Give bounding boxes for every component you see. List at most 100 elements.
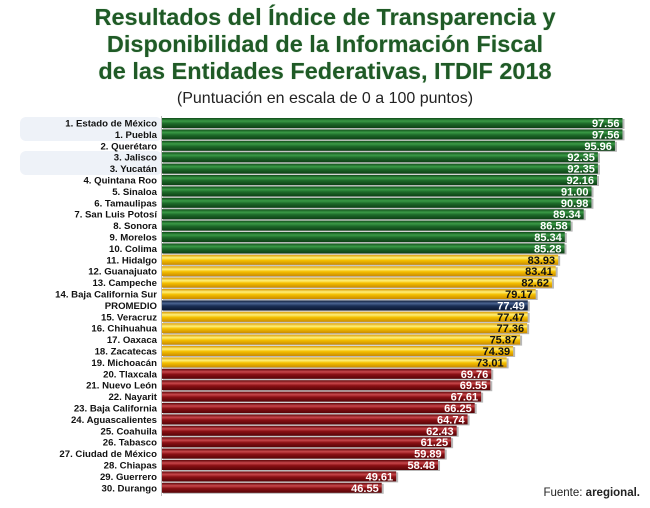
bar: [162, 311, 528, 322]
value-label: 97.56: [592, 118, 620, 130]
bar: [162, 437, 452, 448]
value-label: 90.98: [561, 198, 589, 210]
tie-highlight-band: [20, 117, 162, 141]
value-label: 83.93: [528, 255, 556, 267]
bar: [162, 425, 457, 436]
value-label: 92.35: [567, 152, 595, 164]
tie-highlight-band: [20, 151, 162, 175]
bar: [162, 289, 536, 299]
value-label: 61.25: [421, 437, 449, 449]
source-name: aregional.: [585, 487, 640, 499]
value-label: 58.48: [407, 460, 435, 472]
value-label: 82.62: [521, 278, 549, 290]
source-note: Fuente: aregional.: [543, 487, 640, 499]
category-label: 4. Quintana Roo: [83, 176, 157, 187]
value-label: 92.16: [566, 175, 594, 187]
bar-promedio: [162, 300, 528, 311]
value-label: 91.00: [561, 186, 589, 198]
bar: [162, 471, 397, 482]
category-label: 12. Guanajuato: [88, 267, 157, 278]
value-label: 77.36: [497, 323, 525, 335]
category-label: 30. Durango: [102, 483, 158, 494]
value-label: 85.28: [534, 243, 562, 255]
category-label: 5. Sinaloa: [112, 187, 157, 198]
bar: [162, 232, 565, 242]
category-label: 1. Estado de México: [65, 119, 157, 130]
bar: [162, 368, 492, 379]
value-label: 75.87: [490, 335, 518, 347]
chart-title-line: Resultados del Índice de Transparencia y: [94, 4, 556, 30]
category-label: 11. Hidalgo: [106, 255, 157, 266]
bar: [162, 254, 559, 265]
bar: [162, 380, 491, 391]
category-label: 27. Ciudad de México: [59, 449, 157, 460]
value-label: 77.47: [497, 312, 525, 324]
category-label: 13. Campeche: [92, 278, 157, 289]
bar: [162, 482, 382, 493]
category-label: 19. Michoacán: [91, 358, 157, 369]
bar: [162, 118, 623, 128]
chart-title: Resultados del Índice de Transparencia y…: [0, 4, 650, 85]
source-prefix: Fuente:: [543, 487, 586, 499]
bar: [162, 323, 528, 334]
category-label: 17. Oaxaca: [107, 335, 158, 346]
bar: [162, 460, 439, 470]
category-label: 22. Nayarit: [108, 392, 157, 403]
value-label: 49.61: [366, 471, 394, 483]
value-label: 73.01: [476, 357, 504, 369]
value-label: 85.34: [534, 232, 562, 244]
bar: [162, 334, 521, 345]
value-label: 67.61: [451, 392, 479, 404]
bar: [162, 186, 592, 197]
value-label: 66.25: [444, 403, 472, 415]
category-label: 6. Tamaulipas: [94, 198, 157, 209]
category-label: 18. Zacatecas: [95, 347, 157, 358]
bar: [162, 243, 565, 254]
bar: [162, 152, 598, 163]
value-label: 89.34: [553, 209, 581, 221]
bar: [162, 175, 597, 185]
value-label: 59.89: [414, 449, 442, 461]
category-label: 14. Baja California Sur: [55, 290, 157, 301]
bar: [162, 266, 556, 277]
category-label: 2. Querétaro: [100, 141, 157, 152]
bar: [162, 163, 598, 174]
category-label: 28. Chiapas: [104, 461, 157, 472]
value-label: 97.56: [592, 129, 620, 141]
bar: [162, 140, 615, 151]
value-label: 95.96: [584, 141, 612, 153]
bar: [162, 277, 552, 288]
category-label: 8. Sonora: [113, 221, 157, 232]
category-label: 15. Veracruz: [101, 312, 157, 323]
value-label: 79.17: [505, 289, 533, 301]
category-label: PROMEDIO: [105, 301, 158, 312]
category-label: 23. Baja California: [74, 404, 158, 415]
bar: [162, 391, 482, 402]
value-label: 62.43: [426, 426, 454, 438]
bar: [162, 357, 507, 368]
category-label: 3. Yucatán: [110, 164, 157, 175]
bar: [162, 448, 445, 459]
category-label: 21. Nuevo León: [86, 381, 157, 392]
value-label: 64.74: [437, 414, 465, 426]
value-label: 92.35: [567, 164, 595, 176]
chart-title-line: de las Entidades Federativas, ITDIF 2018: [98, 58, 552, 84]
category-label: 7. San Luis Potosí: [74, 210, 157, 221]
bar: [162, 414, 468, 425]
value-label: 69.55: [460, 380, 488, 392]
bar: [162, 197, 592, 208]
category-label: 3. Jalisco: [114, 153, 157, 164]
bar: [162, 403, 475, 413]
bar: [162, 220, 571, 231]
bar: [162, 346, 514, 356]
bar: [162, 129, 623, 140]
value-label: 77.49: [497, 300, 525, 312]
value-label: 74.39: [483, 346, 511, 358]
category-label: 10. Colima: [109, 244, 158, 255]
value-label: 83.41: [525, 266, 553, 278]
category-label: 9. Morelos: [110, 233, 157, 244]
category-label: 29. Guerrero: [100, 472, 157, 483]
value-label: 69.76: [461, 369, 489, 381]
category-label: 20. Tlaxcala: [103, 369, 158, 380]
